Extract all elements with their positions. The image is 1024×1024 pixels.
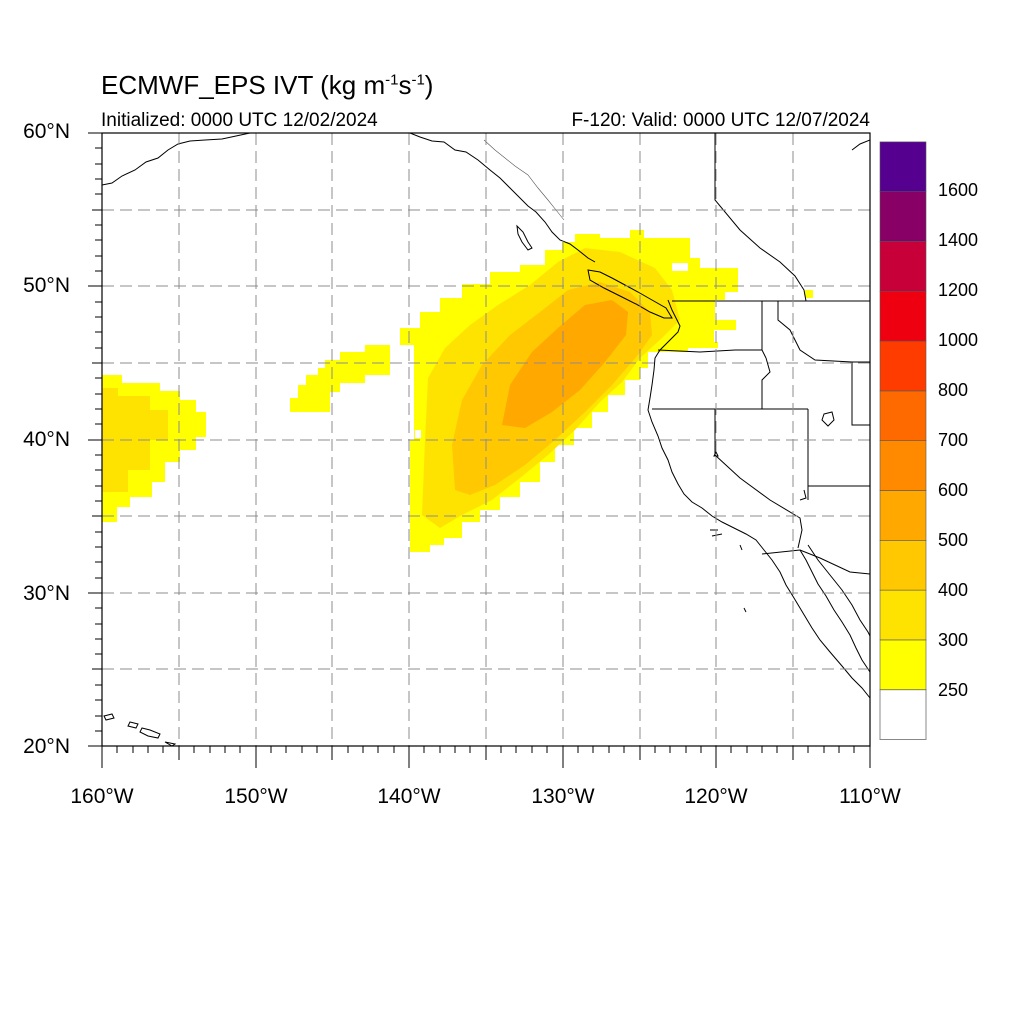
ivt-band-mid-250 [290,345,390,412]
colorbar-label-700: 700 [938,430,969,450]
or-idaho-border [761,357,771,409]
colorbar-label-1600: 1600 [938,180,979,200]
colorbar [879,141,927,741]
alaska-peninsula-coast [102,133,251,186]
colorbar-label-400: 400 [938,580,969,600]
colorbar-swatch-500 [879,490,927,541]
hawaii-islands [127,721,177,746]
great-salt-lake [821,411,835,427]
lon-label-110w: 110°W [839,785,901,808]
bc-inland-boundary [483,139,565,221]
colorbar-swatch-800 [879,340,927,392]
ivt-gap [672,263,688,271]
colorbar-label-300: 300 [938,630,969,650]
southeast-alaska-coast [409,133,596,263]
colorbar-swatch-1400 [879,191,927,242]
colorbar-swatch-700 [879,390,927,441]
lat-label-30n: 30°N [23,582,70,605]
ivt-ar-500 [502,300,628,428]
lake-mead [799,489,807,501]
vancouver-island [587,269,673,319]
bc-alberta-border [714,133,807,302]
coastlines [102,133,870,746]
initialized-time: Initialized: 0000 UTC 12/02/2024 [101,110,378,131]
channel-islands [710,529,743,551]
northern-alaska-coast-east [851,139,870,151]
axis-ticks [88,132,871,768]
colorbar-swatch-below-250 [879,689,927,741]
lon-label-120w: 120°W [684,785,748,808]
us-west-coast [647,299,870,699]
title-exponent-1: -1 [385,71,399,89]
title-text-end: ) [424,70,434,100]
north-pacific-islands [103,713,115,721]
map-title: ECMWF_EPS IVT (kg m-1s-1) [101,70,433,101]
lat-label-20n: 20°N [23,735,70,758]
haida-gwaii [516,224,533,251]
ivt-speck-inland [805,290,813,298]
ca-nv-border [714,409,803,549]
colorbar-label-1000: 1000 [938,330,979,350]
colorbar-label-1400: 1400 [938,230,979,250]
ivt-gap [415,430,421,438]
ivt-shading [102,230,813,552]
ivt-plume-west-300 [102,388,168,492]
colorbar-swatch-600 [879,440,927,491]
colorbar-label-250: 250 [938,680,969,700]
lon-label-130w: 130°W [531,785,595,808]
map-frame [101,132,871,747]
us-mexico-border [761,549,870,575]
colorbar-label-800: 800 [938,380,969,400]
guadalupe-island [743,607,747,613]
lat-label-40n: 40°N [23,428,70,451]
title-exponent-2: -1 [411,71,425,89]
valid-time: F-120: Valid: 0000 UTC 12/07/2024 [571,110,870,131]
colorbar-label-600: 600 [938,480,969,500]
lon-label-160w: 160°W [70,785,134,808]
mexico-mainland-coast [807,544,870,637]
baja-california-east-coast [799,549,870,673]
colorbar-label-500: 500 [938,530,969,550]
colorbar-label-1200: 1200 [938,280,979,300]
idaho-montana-border [777,301,853,363]
lat-label-50n: 50°N [23,274,70,297]
utah-wy-border [851,362,870,426]
colorbar-swatch-1200 [879,241,927,292]
title-text: ECMWF_EPS IVT (kg m [101,70,386,100]
lon-label-150w: 150°W [224,785,288,808]
colorbar-swatch-1600 [879,141,927,192]
colorbar-swatch-400 [879,539,927,591]
gridlines [102,133,870,746]
wa-or-border [657,349,767,359]
colorbar-swatch-1000 [879,290,927,342]
colorbar-swatch-300 [879,589,927,641]
colorbar-swatch-250 [879,639,927,691]
political-boundaries [652,133,870,575]
lat-label-60n: 60°N [23,120,70,143]
title-text-mid: s [398,70,412,100]
lon-label-140w: 140°W [377,785,441,808]
